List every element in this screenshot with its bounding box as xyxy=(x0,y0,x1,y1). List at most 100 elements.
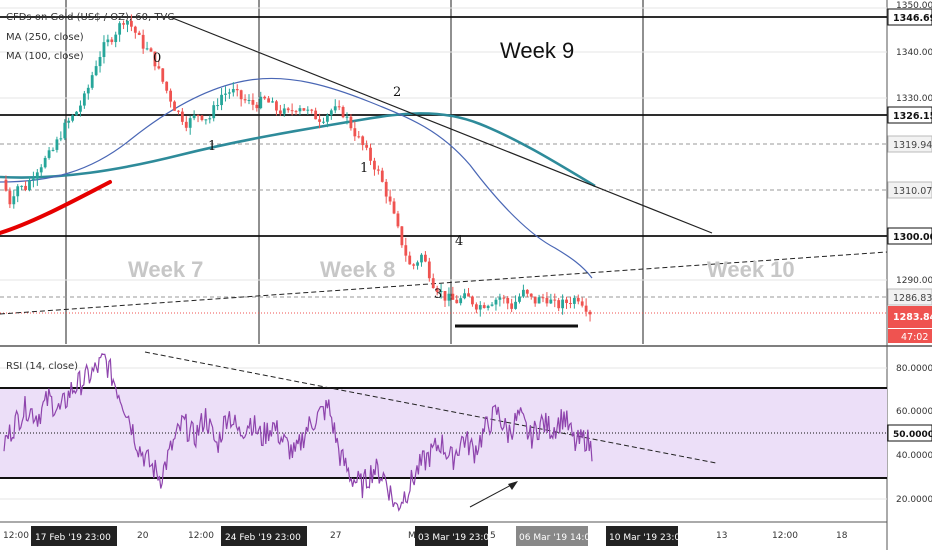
candle-bull[interactable] xyxy=(561,299,564,309)
candle-bear[interactable] xyxy=(8,190,12,205)
candle-bear[interactable] xyxy=(122,23,125,25)
candle-bear[interactable] xyxy=(353,128,357,137)
candle-bull[interactable] xyxy=(345,116,349,118)
candle-bear[interactable] xyxy=(200,115,204,120)
candle-bear[interactable] xyxy=(506,298,510,304)
candle-bear[interactable] xyxy=(369,147,372,161)
candle-bear[interactable] xyxy=(576,297,580,302)
candle-bull[interactable] xyxy=(549,299,553,304)
candle-bull[interactable] xyxy=(192,115,196,119)
candle-bear[interactable] xyxy=(251,99,255,105)
rsi-arrow[interactable] xyxy=(469,481,518,508)
candle-bear[interactable] xyxy=(361,136,365,146)
price-level-labels[interactable]: 1346.69 1326.15 1319.94 1310.07 1300.00 … xyxy=(887,8,932,343)
candle-bull[interactable] xyxy=(47,150,51,158)
candle-bull[interactable] xyxy=(67,120,71,123)
candle-bull[interactable] xyxy=(220,94,223,106)
candle-bear[interactable] xyxy=(510,303,514,309)
candle-bear[interactable] xyxy=(263,96,267,99)
candle-bull[interactable] xyxy=(204,119,208,121)
candle-bear[interactable] xyxy=(349,116,353,129)
candle-bear[interactable] xyxy=(541,297,545,299)
ma-100-legend[interactable]: MA (100, close) xyxy=(6,51,84,62)
candle-bear[interactable] xyxy=(427,261,431,279)
candle-bear[interactable] xyxy=(357,136,361,138)
candle-bear[interactable] xyxy=(451,293,455,300)
candle-bear[interactable] xyxy=(482,305,486,309)
candle-bear[interactable] xyxy=(424,254,427,262)
candle-bull[interactable] xyxy=(522,289,525,297)
candle-bear[interactable] xyxy=(533,296,537,304)
candle-bear[interactable] xyxy=(569,303,572,305)
candle-bear[interactable] xyxy=(184,121,188,128)
candle-bull[interactable] xyxy=(326,115,329,122)
candle-bear[interactable] xyxy=(525,289,529,294)
candle-bear[interactable] xyxy=(137,32,141,35)
candle-bear[interactable] xyxy=(157,66,161,69)
candle-bull[interactable] xyxy=(35,172,39,179)
candle-bull[interactable] xyxy=(486,305,490,309)
candle-bear[interactable] xyxy=(553,299,557,301)
symbol-title[interactable]: CFDs on Gold (US$ / OZ), 60, TVC xyxy=(6,12,174,23)
candle-bull[interactable] xyxy=(106,39,110,43)
candle-bear[interactable] xyxy=(133,26,137,33)
candle-bear[interactable] xyxy=(396,213,400,227)
candle-bear[interactable] xyxy=(404,245,408,256)
candle-bull[interactable] xyxy=(86,87,90,94)
candle-bull[interactable] xyxy=(420,254,423,263)
candle-bull[interactable] xyxy=(212,105,216,119)
candle-bull[interactable] xyxy=(39,167,43,173)
rsi-axis[interactable]: 80.0000 60.0000 50.0000 40.0000 20.0000 xyxy=(887,364,932,505)
candle-bull[interactable] xyxy=(208,118,212,120)
candle-bear[interactable] xyxy=(545,297,549,304)
candle-bear[interactable] xyxy=(110,39,114,43)
candle-bear[interactable] xyxy=(180,111,184,122)
candle-bear[interactable] xyxy=(467,293,470,297)
candle-bull[interactable] xyxy=(32,178,35,181)
candle-bull[interactable] xyxy=(518,296,521,302)
candle-bear[interactable] xyxy=(310,109,314,111)
candle-bear[interactable] xyxy=(502,297,506,299)
candle-bull[interactable] xyxy=(55,139,59,150)
candle-bear[interactable] xyxy=(400,226,404,246)
candle-bull[interactable] xyxy=(102,42,106,58)
candle-bull[interactable] xyxy=(247,99,251,101)
candle-bear[interactable] xyxy=(529,293,533,297)
candle-bull[interactable] xyxy=(94,66,98,76)
candle-bear[interactable] xyxy=(235,89,239,91)
candle-bull[interactable] xyxy=(329,110,333,116)
price-axis[interactable]: 1350.00 1340.00 1330.00 1290.00 xyxy=(896,1,932,286)
candle-bear[interactable] xyxy=(239,90,243,100)
candle-bear[interactable] xyxy=(130,20,133,27)
candle-bear[interactable] xyxy=(267,98,270,103)
candle-bull[interactable] xyxy=(494,299,498,305)
candle-bear[interactable] xyxy=(255,104,259,109)
candle-bull[interactable] xyxy=(126,20,129,25)
candle-bear[interactable] xyxy=(565,299,568,304)
ma-250-legend[interactable]: MA (250, close) xyxy=(6,32,84,43)
candle-bear[interactable] xyxy=(149,48,153,52)
candle-bear[interactable] xyxy=(302,108,306,111)
price-pane[interactable] xyxy=(0,0,887,344)
candle-bear[interactable] xyxy=(341,107,345,118)
candle-bear[interactable] xyxy=(243,99,247,101)
candle-bear[interactable] xyxy=(141,34,145,49)
ma-100-line[interactable] xyxy=(0,77,593,279)
candle-bear[interactable] xyxy=(384,181,388,197)
candle-bull[interactable] xyxy=(463,293,466,299)
rsi-legend[interactable]: RSI (14, close) xyxy=(6,361,78,372)
candle-bull[interactable] xyxy=(259,96,263,109)
candle-bear[interactable] xyxy=(337,106,341,108)
candle-bear[interactable] xyxy=(278,110,282,114)
candle-bull[interactable] xyxy=(75,111,78,116)
candle-bull[interactable] xyxy=(416,262,419,266)
candle-bull[interactable] xyxy=(282,108,286,114)
candle-bull[interactable] xyxy=(188,118,192,128)
candle-bear[interactable] xyxy=(380,170,384,182)
candle-bull[interactable] xyxy=(447,293,451,301)
candle-bull[interactable] xyxy=(118,23,122,35)
candle-bear[interactable] xyxy=(474,304,478,310)
candle-bear[interactable] xyxy=(376,169,380,171)
candle-bull[interactable] xyxy=(459,298,463,304)
